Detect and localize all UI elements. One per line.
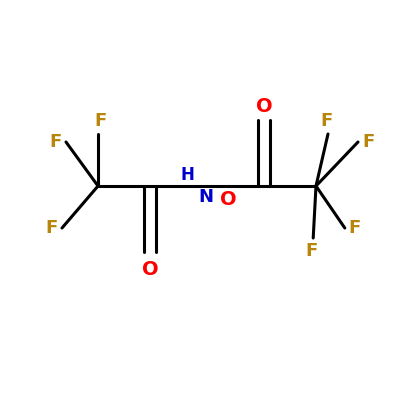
Text: F: F — [362, 133, 374, 151]
Text: O: O — [256, 97, 272, 116]
Text: F: F — [349, 219, 361, 237]
Text: F: F — [305, 242, 317, 260]
Text: F: F — [94, 112, 106, 130]
Text: O: O — [142, 260, 158, 279]
Text: O: O — [220, 190, 237, 209]
Text: F: F — [320, 112, 332, 130]
Text: H: H — [180, 166, 194, 184]
Text: F: F — [50, 133, 62, 151]
Text: N: N — [198, 188, 213, 206]
Text: F: F — [46, 219, 58, 237]
